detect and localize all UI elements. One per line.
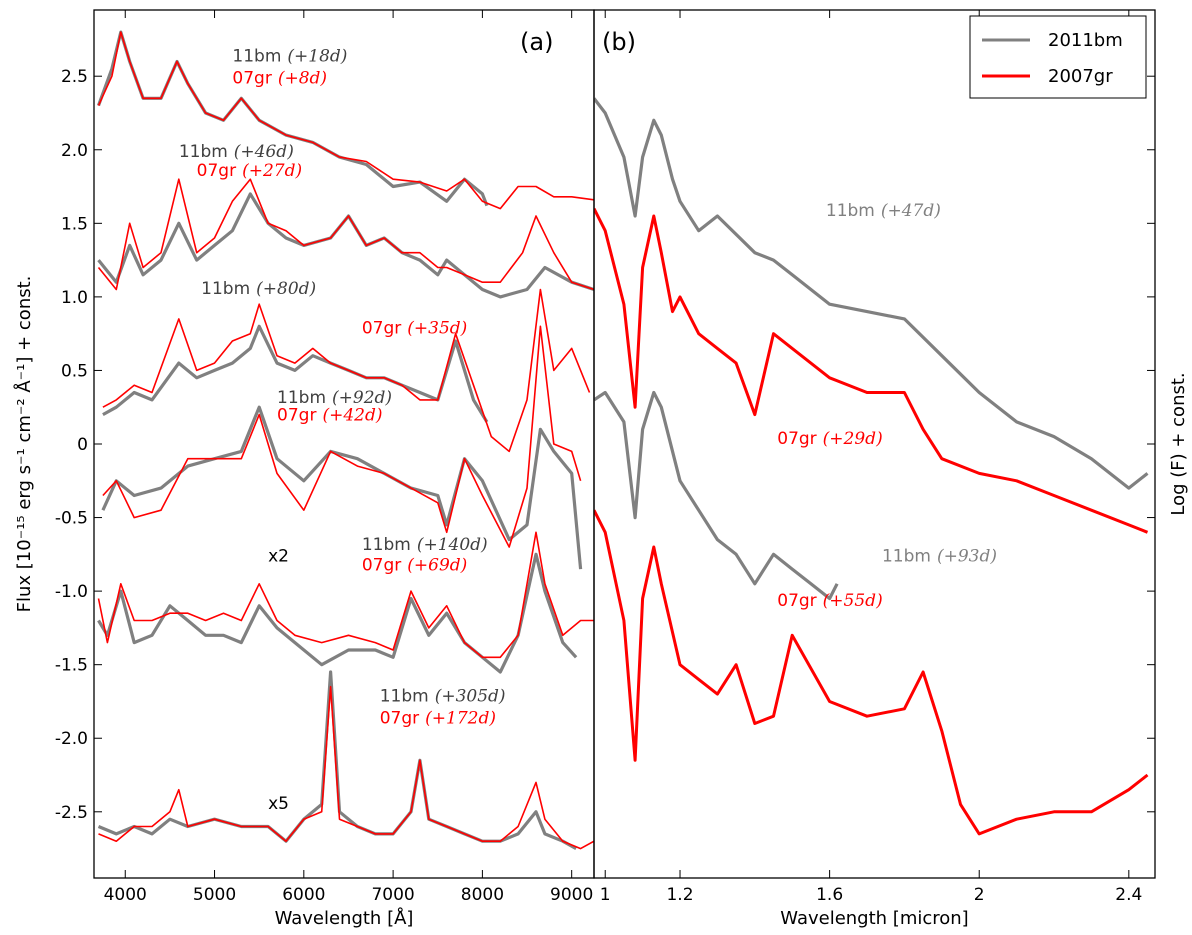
series-line-2011bm-8	[97, 552, 578, 674]
y-axis-label: Flux [10⁻¹⁵ erg s⁻¹ cm⁻² Å⁻¹] + const.	[13, 276, 35, 613]
y-tick-label: -2.0	[55, 729, 88, 749]
series-line-2011bm-2	[594, 390, 839, 601]
y-tick-label: 0	[77, 435, 88, 455]
epoch-label: 11bm (+140d)	[362, 535, 488, 555]
x-tick-label: 1.2	[666, 885, 693, 905]
epoch-label: 11bm (+47d)	[826, 201, 941, 221]
epoch-label: 11bm (+80d)	[201, 279, 316, 299]
epoch-label: 07gr (+27d)	[197, 161, 302, 181]
series-group	[594, 97, 1149, 836]
series-line-2011bm-0	[594, 97, 1149, 490]
panel-letter: (b)	[602, 28, 636, 56]
series-line-2011bm-2	[97, 192, 594, 299]
epoch-label: 07gr (+172d)	[380, 709, 496, 729]
x-tick-label: 1.6	[816, 885, 843, 905]
x-tick-label: 2.4	[1115, 885, 1142, 905]
y-axis-label-right: Log (F) + const.	[1168, 372, 1189, 515]
epoch-label: 07gr (+8d)	[232, 69, 327, 89]
series-line-2007gr-3	[594, 509, 1149, 836]
x-tick-label: 4000	[104, 885, 147, 905]
y-tick-label: -1.5	[55, 656, 88, 676]
legend-label: 2007gr	[1048, 66, 1113, 87]
series-line-2007gr-1	[97, 31, 594, 210]
epoch-label: 11bm (+93d)	[882, 547, 997, 567]
x-tick-label: 5000	[193, 885, 236, 905]
epoch-label: x2	[268, 547, 289, 567]
series-line-2007gr-7	[102, 325, 582, 548]
y-tick-label: 2.0	[61, 141, 88, 161]
epoch-label: 07gr (+55d)	[777, 591, 882, 611]
x-tick-label: 7000	[371, 885, 414, 905]
series-line-2011bm-4	[102, 324, 489, 423]
x-tick-label: 1	[600, 885, 611, 905]
y-tick-label: 2.5	[61, 67, 88, 87]
epoch-label: 11bm (+46d)	[179, 142, 294, 162]
epoch-label: 07gr (+69d)	[362, 556, 467, 576]
epoch-label: 07gr (+35d)	[362, 319, 467, 339]
series-line-2011bm-6	[101, 405, 583, 570]
x-tick-label: 6000	[282, 885, 325, 905]
panel-a: 4000 5000 6000 7000 8000 9000 -2.5 -2.0 -1.5 -1.0…	[13, 9, 595, 929]
legend: 2011bm 2007gr	[969, 15, 1147, 99]
epoch-label: 11bm (+18d)	[232, 46, 347, 66]
plot-frame	[93, 9, 595, 879]
series-line-2007gr-3	[97, 178, 594, 291]
series-line-2007gr-5	[102, 288, 591, 453]
series-line-2007gr-9	[97, 531, 594, 659]
x-tick-label: 8000	[461, 885, 504, 905]
panel-b: 1 1.2 1.6 2 2.4 Wavelength [micron] Log (F) + …	[593, 9, 1189, 929]
series-group	[96, 30, 594, 850]
epoch-label: 11bm (+305d)	[380, 686, 506, 706]
epoch-label: 07gr (+29d)	[777, 429, 882, 449]
panel-letter: (a)	[520, 28, 553, 56]
y-tick-label: -2.5	[55, 803, 88, 823]
y-tick-label: -0.5	[55, 509, 88, 529]
legend-label: 2011bm	[1048, 30, 1123, 51]
series-line-2007gr-1	[594, 207, 1149, 534]
y-tick-label: 1.5	[61, 214, 88, 234]
x-tick-label: 9000	[550, 885, 593, 905]
epoch-label: 07gr (+42d)	[277, 405, 382, 425]
y-tick-label: -1.0	[55, 582, 88, 602]
y-tick-label: 1.0	[61, 288, 88, 308]
y-tick-label: 0.5	[61, 361, 88, 381]
series-line-2007gr-11	[98, 685, 594, 850]
x-tick-label: 2	[974, 885, 985, 905]
epoch-label: x5	[268, 794, 289, 814]
epoch-label: 11bm (+92d)	[277, 388, 392, 408]
x-axis-label: Wavelength [micron]	[780, 908, 968, 929]
x-axis-label: Wavelength [Å]	[275, 907, 414, 929]
legend-box	[969, 15, 1147, 99]
